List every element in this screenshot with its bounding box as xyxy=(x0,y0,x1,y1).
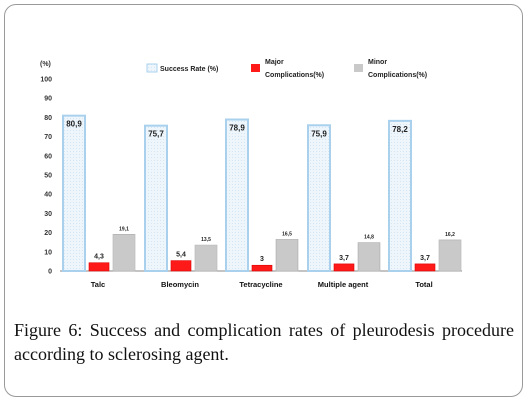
x-tick-label: Bleomycin xyxy=(161,280,199,289)
y-tick-label: 70 xyxy=(44,134,52,141)
legend-label-minor: Minor xyxy=(368,59,387,66)
data-label: 80,9 xyxy=(66,120,82,129)
caption-label: Figure 6: xyxy=(14,320,83,340)
data-label: 78,9 xyxy=(229,124,245,133)
data-label: 4,3 xyxy=(94,254,104,261)
bar-minor xyxy=(194,244,218,272)
bar-success xyxy=(307,124,331,272)
bar-success xyxy=(62,114,86,272)
legend-label-success: Success Rate (%) xyxy=(160,66,218,73)
data-label: 75,9 xyxy=(311,129,327,138)
bar-success xyxy=(144,124,168,272)
y-axis-label: (%) xyxy=(40,61,51,68)
data-label: 14,8 xyxy=(364,235,374,241)
legend-swatch-minor xyxy=(354,64,363,72)
figure-frame xyxy=(4,4,523,397)
bar-minor xyxy=(112,234,136,272)
x-tick-label: Talc xyxy=(91,280,105,289)
bar-major xyxy=(333,263,355,272)
legend-swatch-success xyxy=(146,63,158,73)
data-label: 3,7 xyxy=(420,255,430,262)
data-label: 78,2 xyxy=(392,125,408,134)
bar-major xyxy=(88,262,110,272)
y-tick-label: 30 xyxy=(44,211,52,218)
figure-caption: Figure 6: Success and complication rates… xyxy=(14,318,514,366)
y-tick-label: 0 xyxy=(48,269,52,276)
x-tick-label: Total xyxy=(415,280,432,289)
y-tick-label: 80 xyxy=(44,115,52,122)
legend-label-minor-2: Complications(%) xyxy=(368,72,427,79)
bar-minor xyxy=(438,239,462,272)
legend-label-major-2: Complications(%) xyxy=(265,72,324,79)
bar-major xyxy=(170,260,192,272)
x-tick-label: Tetracycline xyxy=(239,280,282,289)
y-tick-label: 40 xyxy=(44,192,52,199)
bar-success xyxy=(225,118,249,273)
legend-label-major: Major xyxy=(265,59,284,66)
y-tick-label: 50 xyxy=(44,173,52,180)
data-label: 16,5 xyxy=(282,231,292,237)
bar-success xyxy=(388,119,412,272)
bar-minor xyxy=(275,239,299,272)
bar-minor xyxy=(357,242,381,272)
data-label: 16,2 xyxy=(445,232,455,238)
data-label: 13,5 xyxy=(201,237,211,243)
data-label: 75,7 xyxy=(148,130,164,139)
bar-major xyxy=(251,264,273,272)
bar-major xyxy=(414,263,436,272)
y-tick-label: 20 xyxy=(44,230,52,237)
caption-text: Success and complication rates of pleuro… xyxy=(14,320,514,364)
y-tick-label: 90 xyxy=(44,96,52,103)
data-label: 5,4 xyxy=(176,252,186,259)
x-tick-label: Multiple agent xyxy=(318,280,369,289)
data-label: 3 xyxy=(260,256,264,263)
bar-chart: 0 10 20 30 40 50 60 70 80 90 100 (%) 80,9 4,3 19,1 Tal… xyxy=(40,59,462,289)
legend-swatch-major xyxy=(251,64,260,72)
data-label: 3,7 xyxy=(339,255,349,262)
y-tick-label: 60 xyxy=(44,153,52,160)
y-tick-label: 10 xyxy=(44,249,52,256)
y-tick-label: 100 xyxy=(40,77,52,84)
data-label: 19,1 xyxy=(119,226,129,232)
